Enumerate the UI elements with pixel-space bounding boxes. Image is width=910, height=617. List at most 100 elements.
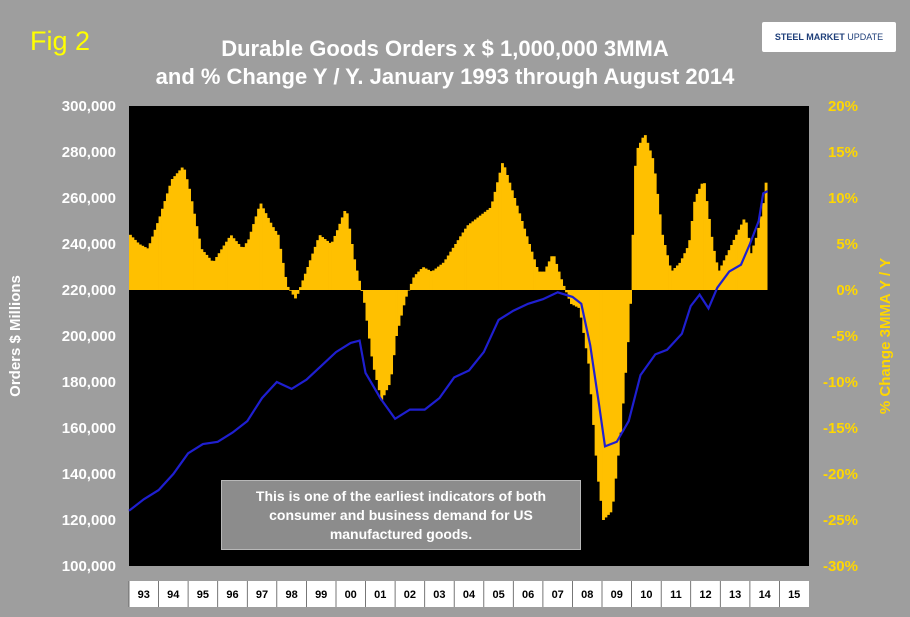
pct-bar [577,290,581,308]
pct-bar [239,246,243,290]
pct-bar [752,245,756,290]
pct-bar [326,240,329,290]
x-tick-label: 07 [552,589,564,601]
pct-bar [360,290,364,292]
pct-bar [392,290,396,356]
pct-bar [377,290,381,391]
pct-bar [183,169,187,290]
pct-bar [436,266,440,290]
pct-bar [131,237,135,290]
x-tick-label: 06 [522,589,534,601]
pct-bar [422,267,426,290]
pct-bar [653,173,657,290]
y2-tick-label: -25% [823,512,858,529]
y-axis-title: Orders $ Millions [7,275,24,397]
pct-bar [557,271,561,290]
pct-bar [648,150,652,290]
pct-bar [397,290,401,326]
pct-bar [190,201,194,290]
pct-bar [690,221,694,290]
pct-bar [515,205,519,290]
x-tick-label: 15 [788,589,800,601]
pct-bar [646,142,650,290]
pct-bar [503,167,507,290]
pct-bar [449,251,453,290]
pct-bar [311,253,315,290]
y-tick-label: 300,000 [62,98,116,115]
y2-tick-label: -20% [823,466,858,483]
y2-tick-label: -10% [823,374,858,391]
pct-bar [476,217,480,290]
logo-part2: UPDATE [844,32,884,42]
y2-tick-label: 10% [828,190,858,207]
x-tick-label: 11 [670,589,682,601]
pct-bar [555,263,559,290]
pct-bar [533,259,536,290]
pct-bar [675,265,679,290]
pct-bar [242,247,246,290]
pct-bar [308,260,312,290]
pct-bar [249,231,253,290]
pct-bar [316,240,320,290]
pct-bar [188,188,191,290]
pct-bar [404,290,408,297]
pct-bar [491,201,495,290]
pct-bar [269,222,273,290]
pct-bar [143,247,147,290]
pct-bar [195,226,199,290]
pct-bar [574,290,578,307]
pct-bar [353,259,357,290]
pct-bar [616,290,620,456]
pct-bar [158,216,162,290]
pct-bar [274,230,278,290]
pct-bar [602,290,605,520]
pct-bar [215,257,219,290]
pct-bar [703,183,706,290]
figure-label: Fig 2 [30,26,91,56]
x-tick-label: 93 [138,589,150,601]
pct-bar [678,262,682,290]
pct-bar [225,241,228,290]
pct-bar [523,228,527,290]
pct-bar [419,269,423,290]
pct-bar [656,193,660,290]
pct-bar [483,211,487,290]
pct-bar [247,239,251,290]
y-tick-label: 280,000 [62,144,116,161]
pct-bar [367,290,371,339]
pct-bar [338,223,342,290]
pct-bar [661,234,665,290]
pct-bar [498,172,502,290]
pct-bar [641,137,645,290]
pct-bar [643,135,647,290]
x-tick-label: 05 [492,589,504,601]
y-tick-label: 100,000 [62,558,116,575]
pct-bar [375,290,379,380]
pct-bar [180,167,184,290]
pct-bar [358,280,361,290]
y2-tick-label: 5% [836,236,858,253]
pct-bar [222,245,226,290]
pct-bar [513,198,517,290]
pct-bar [429,271,433,290]
pct-bar [562,285,566,290]
pct-bar [173,176,177,290]
x-tick-label: 98 [285,589,297,601]
pct-bar [525,236,529,290]
x-tick-label: 00 [345,589,357,601]
pct-bar [252,224,256,290]
pct-bar [439,264,443,290]
pct-bar [175,173,179,290]
pct-bar [217,253,221,290]
pct-bar [496,182,499,290]
pct-bar [390,290,394,375]
pct-bar [560,279,564,290]
pct-bar [262,208,265,290]
pct-bar [606,290,610,515]
pct-bar [197,238,201,290]
pct-bar [508,182,512,290]
pct-bar [207,257,211,290]
pct-bar [473,219,477,290]
pct-bar [294,290,297,299]
pct-bar [380,290,384,401]
